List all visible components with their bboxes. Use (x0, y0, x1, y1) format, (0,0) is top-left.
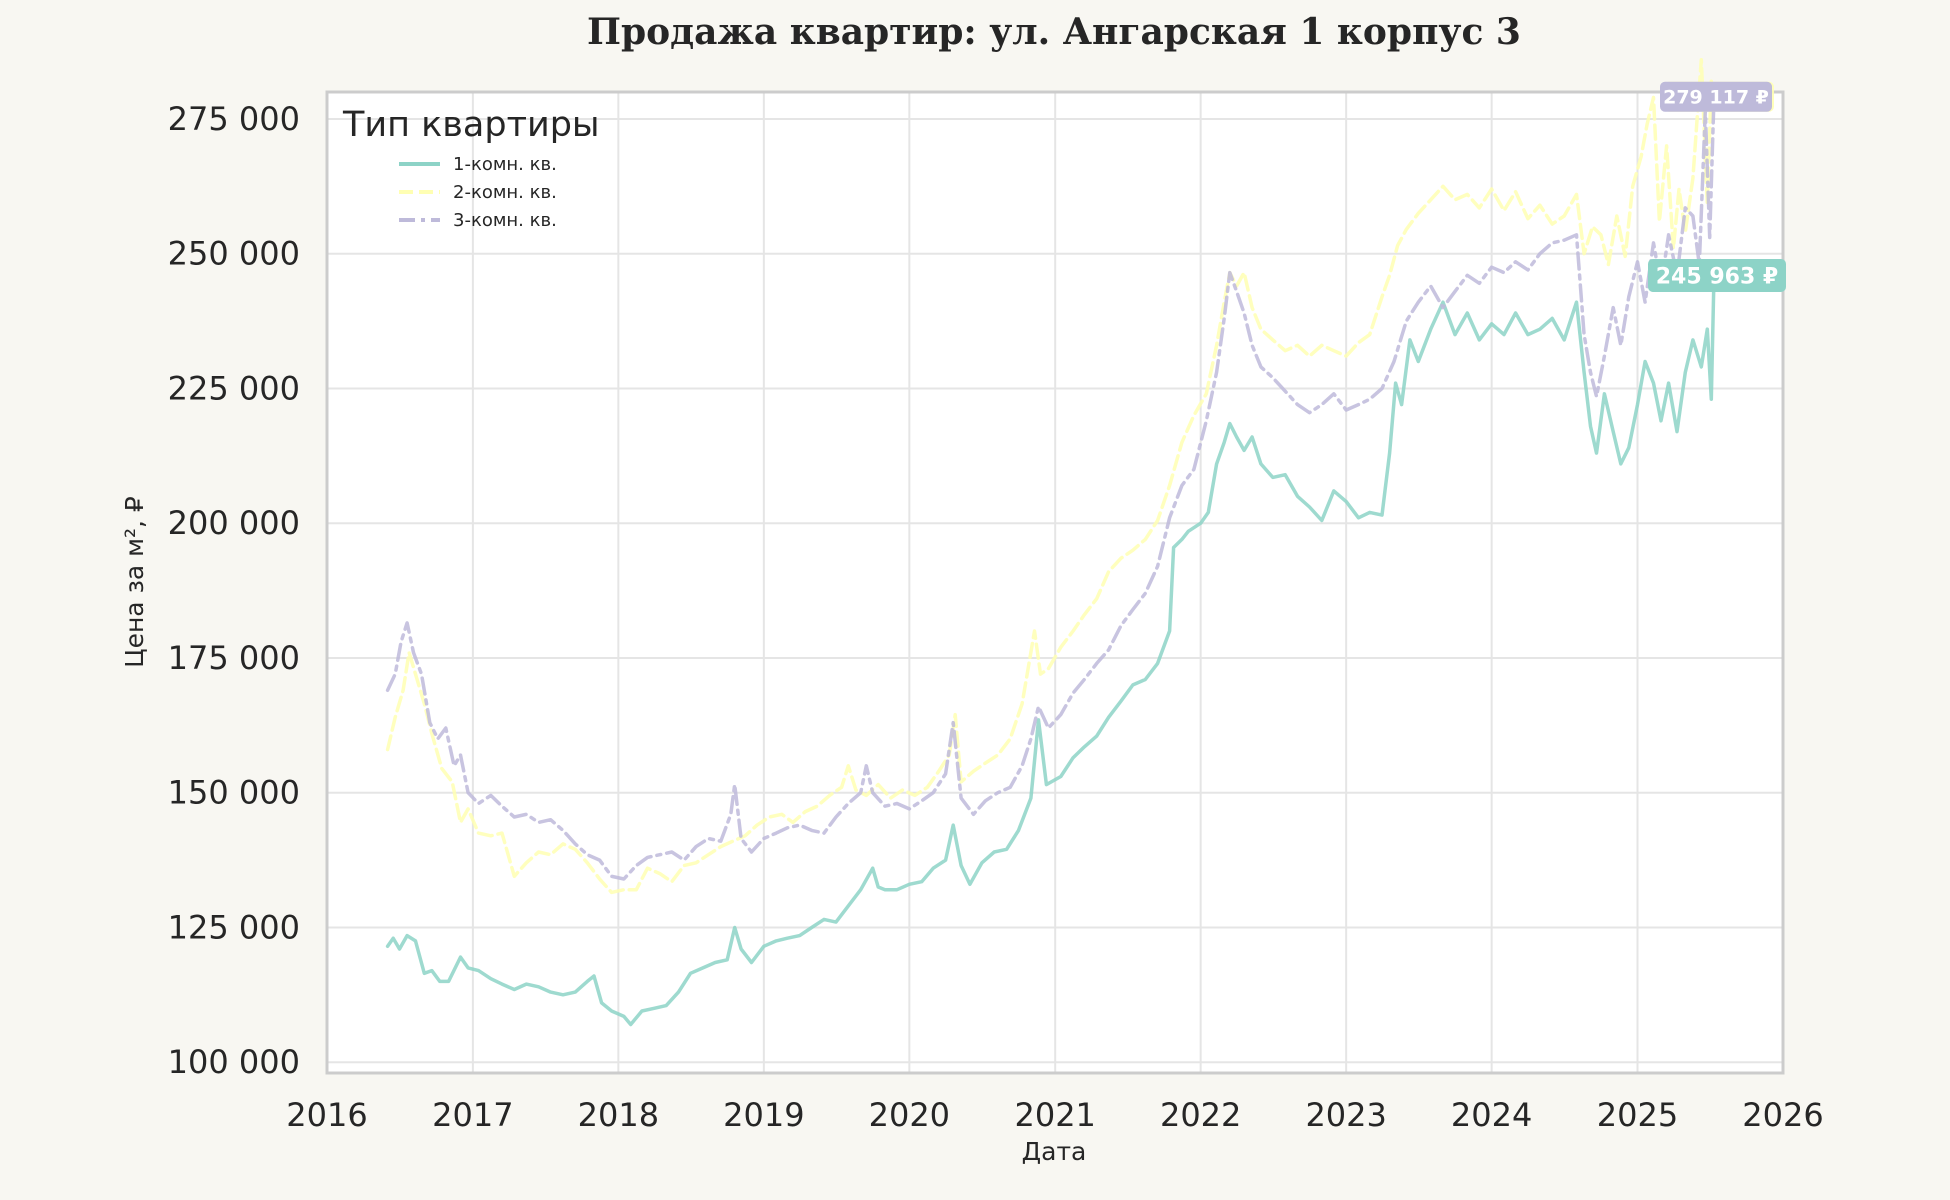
y-axis-title: Цена за м², ₽ (120, 496, 149, 668)
legend: Тип квартиры 1-комн. кв. 2-комн. кв. 3-ком… (342, 105, 600, 231)
y-tick-label: 200 000 (168, 504, 300, 542)
x-tick-label: 2025 (1597, 1096, 1678, 1134)
x-tick-label: 2026 (1742, 1096, 1823, 1134)
end-label-3: 279 117 ₽ (1663, 87, 1769, 109)
x-axis-title: Дата (1022, 1137, 1087, 1166)
y-tick-label: 175 000 (168, 639, 300, 677)
x-tick-label: 2016 (286, 1096, 367, 1134)
x-tick-label: 2017 (432, 1096, 513, 1134)
y-axis-ticks: 100 000 125 000 150 000 175 000 200 000 225 0… (168, 100, 300, 1081)
series-lines (385, 57, 1716, 1027)
x-axis-ticks: 2016 2017 2018 2019 2020 2021 2022 2023 2024 2025… (286, 1096, 1823, 1134)
end-value-labels: 279 117 ₽279 117 ₽245 963 ₽ (1648, 81, 1786, 292)
x-tick-label: 2021 (1014, 1096, 1095, 1134)
end-label-box-3 (1660, 81, 1772, 112)
series-line-3 (385, 95, 1716, 881)
legend-items: 1-комн. кв. 2-комн. кв. 3-комн. кв. (399, 154, 557, 231)
x-tick-label: 2024 (1451, 1096, 1532, 1134)
legend-label-1: 1-комн. кв. (453, 154, 557, 175)
y-tick-label: 100 000 (168, 1043, 300, 1081)
series-line-2 (385, 57, 1716, 895)
legend-label-2: 2-комн. кв. (453, 182, 557, 203)
y-tick-label: 150 000 (168, 774, 300, 812)
end-label-box-1 (1648, 258, 1786, 292)
x-tick-label: 2018 (578, 1096, 659, 1134)
y-tick-label: 125 000 (168, 908, 300, 946)
legend-title: Тип квартиры (342, 105, 600, 145)
plot-frame (325, 90, 1785, 1075)
x-tick-label: 2020 (869, 1096, 950, 1134)
series-line-1 (385, 273, 1716, 1027)
y-tick-label: 225 000 (168, 369, 300, 407)
y-tick-label: 275 000 (168, 100, 300, 138)
x-tick-label: 2023 (1305, 1096, 1386, 1134)
x-tick-label: 2022 (1160, 1096, 1241, 1134)
x-tick-label: 2019 (723, 1096, 804, 1134)
end-label-1: 245 963 ₽ (1656, 264, 1778, 289)
legend-label-3: 3-комн. кв. (453, 210, 557, 231)
y-tick-label: 250 000 (168, 235, 300, 273)
chart-title: Продажа квартир: ул. Ангарская 1 корпус … (587, 11, 1521, 53)
